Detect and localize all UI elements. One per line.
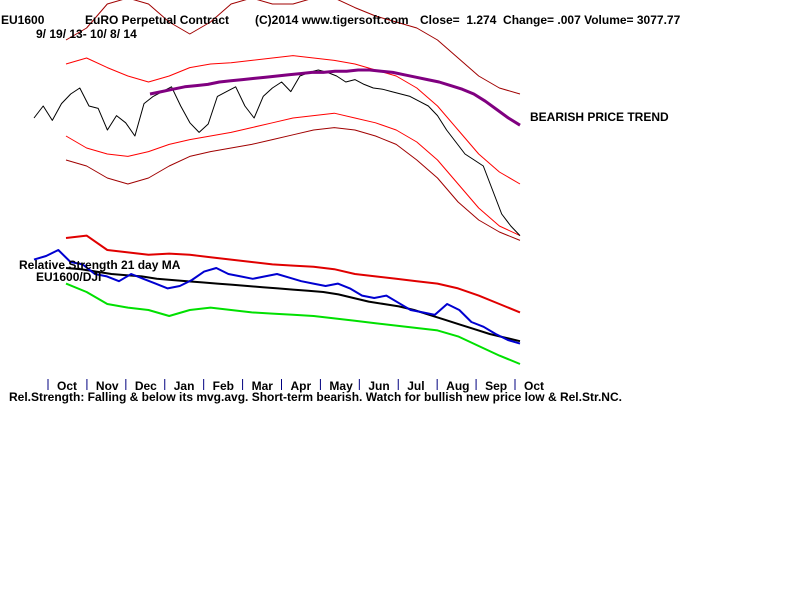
- rs-title: Relative Strength 21 day MA: [19, 258, 181, 272]
- price-inner-lower-band: [65, 112, 521, 237]
- contract-name: EuRO Perpetual Contract: [85, 13, 230, 27]
- month-label: Jan: [174, 379, 195, 393]
- rs-series-label: EU1600/DJI: [36, 270, 102, 284]
- month-axis: Oct Nov Dec Jan Feb Mar Apr May Jun Jul Aug Sep Oct: [47, 379, 544, 393]
- month-label: Mar: [252, 379, 274, 393]
- month-label: Dec: [135, 379, 157, 393]
- price-moving-average: [149, 68, 521, 127]
- month-label: Feb: [213, 379, 234, 393]
- month-label: Apr: [291, 379, 312, 393]
- month-label: Oct: [524, 379, 544, 393]
- price-outer-lower-band: [65, 127, 521, 241]
- rs-lower-band: [65, 282, 521, 365]
- trend-annotation: BEARISH PRICE TREND: [530, 110, 669, 124]
- price-panel: [33, 0, 521, 241]
- rs-21-day-ma: [65, 267, 521, 343]
- copyright-label: (C)2014 www.tigersoft.com: [255, 13, 409, 27]
- month-label: Jul: [407, 379, 424, 393]
- price-stats: Close= 1.274 Change= .007 Volume= 3077.7…: [420, 13, 681, 27]
- rs-line: [33, 249, 521, 345]
- month-label: Oct: [57, 379, 77, 393]
- date-range: 9/ 19/ 13- 10/ 8/ 14: [36, 27, 137, 41]
- month-label: Jun: [368, 379, 389, 393]
- month-label: Nov: [96, 379, 119, 393]
- month-label: Aug: [446, 379, 469, 393]
- relative-strength-panel: [33, 234, 521, 365]
- month-label: Sep: [485, 379, 507, 393]
- symbol-label: EU1600: [1, 13, 45, 27]
- price-outer-upper-band: [65, 0, 521, 95]
- rs-upper-band: [65, 234, 521, 314]
- price-close-line: [33, 69, 521, 236]
- footer-commentary: Rel.Strength: Falling & below its mvg.av…: [9, 390, 622, 404]
- price-inner-upper-band: [65, 55, 521, 185]
- month-label: May: [329, 379, 353, 393]
